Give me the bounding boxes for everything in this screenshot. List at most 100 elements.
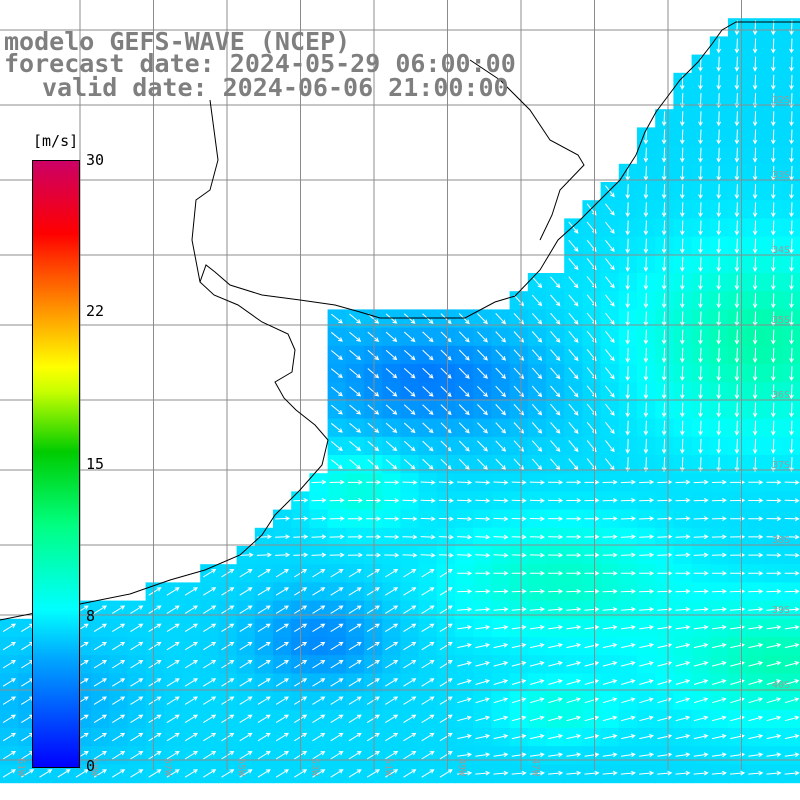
wind-arrow [643, 347, 649, 363]
wind-arrow [661, 384, 667, 400]
wind-arrow [698, 147, 703, 163]
wind-arrow [329, 516, 345, 521]
wind-arrow [275, 714, 289, 724]
wind-arrow [752, 293, 758, 309]
wind-arrow [384, 479, 400, 485]
wind-arrow [625, 420, 631, 436]
wind-arrow [458, 331, 470, 343]
wind-arrow [531, 312, 543, 325]
colorbar [32, 160, 80, 768]
wind-arrow [21, 769, 35, 778]
wind-arrow [639, 734, 654, 740]
wind-arrow [475, 752, 491, 758]
wind-arrow [275, 587, 289, 596]
wind-arrow [698, 256, 703, 272]
wind-arrow [639, 607, 655, 612]
wind-arrow [438, 534, 454, 540]
wind-arrow [531, 331, 543, 343]
wind-arrow [403, 769, 417, 778]
wind-arrow [403, 459, 416, 470]
wind-arrow [584, 752, 600, 758]
wind-arrow [698, 402, 703, 418]
wind-arrow [643, 329, 649, 345]
lat-label: 33S [772, 170, 790, 181]
wind-arrow [734, 38, 740, 54]
wind-arrow [770, 220, 776, 236]
wind-arrow [531, 403, 543, 416]
wind-arrow [511, 697, 527, 704]
wind-arrow [329, 534, 345, 540]
lat-lon-grid [0, 0, 800, 770]
wind-arrow [203, 605, 217, 614]
wind-arrow [711, 661, 727, 667]
wind-arrow [458, 385, 470, 398]
wind-arrow [531, 422, 543, 434]
wind-arrow [716, 220, 722, 236]
wind-arrow [605, 367, 615, 380]
wind-arrow [679, 275, 685, 291]
wind-arrow [711, 479, 727, 485]
wind-arrow [716, 402, 722, 418]
wind-arrow [568, 349, 579, 362]
wind-arrow [568, 258, 579, 271]
wind-arrow [679, 238, 685, 254]
wind-arrow [421, 714, 435, 724]
wind-arrow [770, 111, 776, 127]
wind-arrow [789, 202, 794, 218]
wind-arrow [493, 498, 509, 504]
wind-arrow [257, 696, 271, 705]
wind-arrow [734, 275, 740, 291]
wind-arrow [605, 403, 615, 416]
wind-arrow [348, 623, 362, 633]
wind-arrow [366, 678, 380, 687]
wind-arrow [657, 770, 673, 776]
wind-arrow [602, 516, 618, 521]
wind-arrow [550, 294, 561, 307]
wind-arrow [679, 293, 685, 309]
wind-arrow [495, 404, 507, 416]
wind-arrow [770, 147, 776, 163]
wind-arrow [2, 769, 16, 778]
wind-arrow [693, 625, 709, 630]
wind-arrow [698, 202, 703, 218]
wind-arrow [475, 734, 491, 740]
wind-arrow [330, 714, 344, 724]
wind-arrow [366, 714, 380, 724]
wind-arrow [420, 534, 436, 540]
colorbar-tick-15: 15 [86, 455, 105, 473]
wind-arrow [349, 350, 362, 361]
wind-arrow [130, 769, 144, 778]
wind-arrow [584, 534, 600, 540]
wind-arrow [716, 56, 722, 72]
wind-arrow [312, 569, 326, 578]
wind-arrow [130, 714, 144, 724]
wind-arrow [716, 147, 722, 163]
wind-arrow [766, 570, 782, 576]
wind-arrow [789, 457, 794, 473]
wind-arrow [403, 569, 417, 578]
wind-arrow [675, 497, 691, 503]
wind-arrow [330, 696, 344, 705]
wind-arrow [716, 38, 722, 54]
wind-arrow [475, 589, 491, 594]
wind-arrow [584, 770, 600, 776]
wind-arrow [766, 770, 782, 776]
wind-arrow [348, 732, 362, 742]
wind-arrow [130, 641, 144, 651]
wind-arrow [675, 661, 691, 667]
wind-arrow [643, 275, 649, 291]
wind-arrow [257, 769, 271, 778]
wind-arrow [625, 366, 631, 382]
wind-arrow [457, 552, 473, 558]
wind-arrow [257, 623, 271, 633]
wind-arrow [643, 129, 649, 145]
wind-arrow [734, 220, 740, 236]
wind-arrow [639, 479, 655, 485]
wind-arrow [330, 623, 344, 633]
wind-arrow [643, 438, 649, 454]
wind-arrow [734, 457, 740, 473]
wind-arrow [530, 679, 545, 685]
wind-arrow [477, 313, 488, 325]
wind-arrow [643, 147, 649, 163]
wind-arrow [661, 202, 667, 218]
